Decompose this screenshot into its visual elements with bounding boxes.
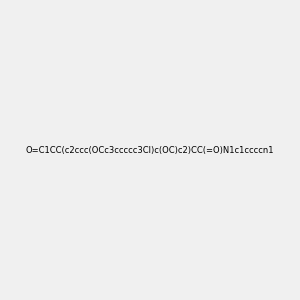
Text: O=C1CC(c2ccc(OCc3ccccc3Cl)c(OC)c2)CC(=O)N1c1ccccn1: O=C1CC(c2ccc(OCc3ccccc3Cl)c(OC)c2)CC(=O)… xyxy=(26,146,274,154)
